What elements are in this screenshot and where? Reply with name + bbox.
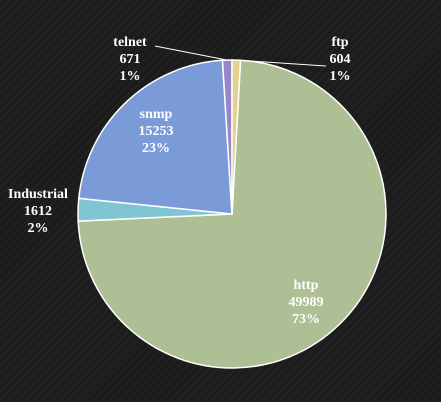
slice-label-http-percent: 73% [292,312,320,327]
slice-label-telnet-percent: 1% [120,69,141,84]
slice-label-ftp-name: ftp [331,35,348,50]
leader-line-ftp [236,59,327,67]
slice-label-industrial-value: 1612 [24,204,52,219]
slice-label-telnet-name: telnet [113,35,147,50]
slice-label-snmp-value: 15253 [139,124,174,139]
slice-label-http-value: 49989 [289,295,324,310]
slice-label-industrial-percent: 2% [28,221,49,236]
slice-label-ftp-value: 604 [330,52,351,67]
slice-label-ftp-percent: 1% [330,69,351,84]
slice-label-snmp-name: snmp [140,107,173,122]
leader-line-telnet [154,45,228,61]
slice-label-http-name: http [294,278,319,293]
slice-label-telnet-value: 671 [120,52,141,67]
slice-label-industrial-name: Industrial [8,187,68,202]
slice-label-snmp-percent: 23% [142,141,170,156]
pie-slice-snmp [77,59,233,215]
